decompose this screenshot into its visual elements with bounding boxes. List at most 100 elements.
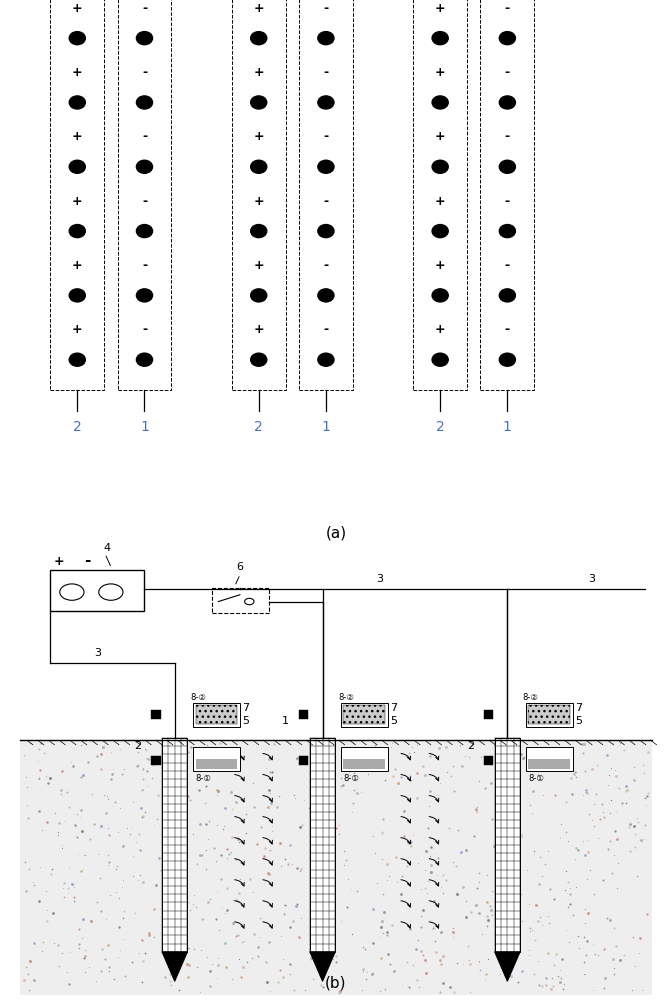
Text: +: + <box>53 555 64 568</box>
Bar <box>196 705 237 724</box>
Text: -: - <box>323 66 329 79</box>
Circle shape <box>69 353 85 366</box>
Bar <box>50 0 104 390</box>
Text: 8-②: 8-② <box>190 693 206 702</box>
Circle shape <box>251 96 267 109</box>
Text: 1: 1 <box>503 420 512 434</box>
Circle shape <box>318 32 334 45</box>
Circle shape <box>499 160 515 173</box>
Bar <box>495 738 520 952</box>
Text: +: + <box>72 195 83 208</box>
Text: +: + <box>72 2 83 15</box>
Text: 8-①: 8-① <box>343 774 360 783</box>
Text: 5: 5 <box>390 716 397 726</box>
Text: 2: 2 <box>73 420 82 434</box>
Text: 5: 5 <box>243 716 249 726</box>
Text: +: + <box>435 130 446 143</box>
Circle shape <box>499 96 515 109</box>
Text: +: + <box>72 130 83 143</box>
Text: -: - <box>142 323 147 336</box>
Text: -: - <box>323 195 329 208</box>
Text: 8-①: 8-① <box>196 774 212 783</box>
Text: -: - <box>505 66 510 79</box>
Text: +: + <box>435 195 446 208</box>
Circle shape <box>136 289 153 302</box>
Bar <box>528 705 570 724</box>
Bar <box>232 0 286 390</box>
Text: +: + <box>435 259 446 272</box>
Polygon shape <box>495 952 520 981</box>
Text: 1: 1 <box>140 420 149 434</box>
Text: 2: 2 <box>435 420 445 434</box>
Text: 4: 4 <box>103 543 110 553</box>
Text: -: - <box>323 130 329 143</box>
Text: 7: 7 <box>390 703 398 713</box>
Circle shape <box>432 353 448 366</box>
Circle shape <box>318 96 334 109</box>
Bar <box>151 756 161 765</box>
Text: -: - <box>142 195 147 208</box>
Bar <box>196 759 237 769</box>
Text: +: + <box>72 66 83 79</box>
Text: 2: 2 <box>134 741 141 751</box>
Bar <box>480 0 534 390</box>
Text: +: + <box>435 323 446 336</box>
Circle shape <box>69 96 85 109</box>
Bar <box>118 0 171 390</box>
Circle shape <box>432 225 448 238</box>
Circle shape <box>499 225 515 238</box>
Bar <box>299 756 308 765</box>
Bar <box>20 740 652 995</box>
Bar <box>526 703 573 727</box>
Text: +: + <box>253 323 264 336</box>
Text: +: + <box>435 2 446 15</box>
Circle shape <box>251 289 267 302</box>
Circle shape <box>432 160 448 173</box>
Text: -: - <box>142 2 147 15</box>
Bar <box>193 703 240 727</box>
Text: -: - <box>84 553 91 568</box>
Circle shape <box>69 289 85 302</box>
Circle shape <box>432 289 448 302</box>
Text: 7: 7 <box>575 703 583 713</box>
Circle shape <box>251 353 267 366</box>
Bar <box>526 747 573 771</box>
Text: +: + <box>253 66 264 79</box>
Circle shape <box>318 225 334 238</box>
Text: +: + <box>253 130 264 143</box>
Circle shape <box>136 32 153 45</box>
Text: (b): (b) <box>325 975 347 990</box>
Text: 8-①: 8-① <box>528 774 544 783</box>
Text: 5: 5 <box>575 716 582 726</box>
Circle shape <box>136 225 153 238</box>
Circle shape <box>69 225 85 238</box>
Text: +: + <box>72 323 83 336</box>
Text: -: - <box>505 130 510 143</box>
Circle shape <box>251 160 267 173</box>
Text: 7: 7 <box>243 703 250 713</box>
Circle shape <box>499 289 515 302</box>
Circle shape <box>251 225 267 238</box>
Circle shape <box>69 32 85 45</box>
Circle shape <box>69 160 85 173</box>
Circle shape <box>318 289 334 302</box>
Text: -: - <box>142 66 147 79</box>
Text: 3: 3 <box>376 574 383 584</box>
Text: +: + <box>72 259 83 272</box>
Circle shape <box>251 32 267 45</box>
Text: -: - <box>142 259 147 272</box>
Bar <box>50 570 144 611</box>
Circle shape <box>136 96 153 109</box>
Polygon shape <box>310 952 335 981</box>
Bar <box>484 710 493 719</box>
Text: 3: 3 <box>94 648 101 658</box>
Text: -: - <box>323 2 329 15</box>
Text: -: - <box>142 130 147 143</box>
Text: 6: 6 <box>237 562 244 572</box>
Bar <box>343 705 385 724</box>
Text: +: + <box>253 259 264 272</box>
Bar <box>341 703 388 727</box>
Text: -: - <box>323 259 329 272</box>
Circle shape <box>318 160 334 173</box>
Text: (a): (a) <box>325 526 347 541</box>
